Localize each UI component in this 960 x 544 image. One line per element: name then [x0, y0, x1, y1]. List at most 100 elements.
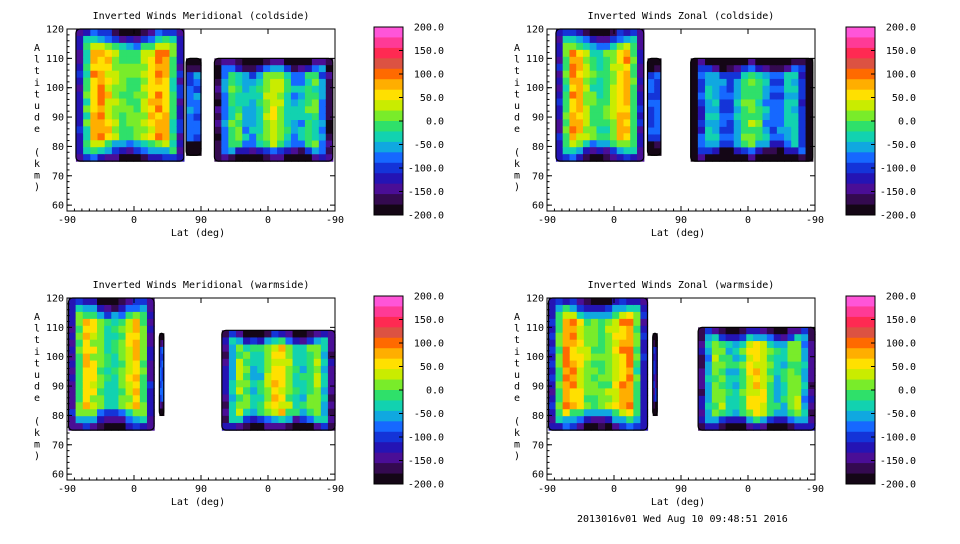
heat-cell [596, 154, 604, 162]
heat-cell [719, 113, 728, 121]
heat-cell [249, 72, 257, 80]
heat-cell [619, 367, 627, 376]
heat-cell [169, 105, 178, 114]
heat-cell [590, 298, 599, 306]
heat-cell [780, 347, 789, 356]
heat-cell [104, 311, 112, 320]
heat-cell [97, 105, 106, 114]
heat-cell [257, 394, 265, 403]
heat-cell [739, 347, 747, 356]
wind-region [690, 57, 814, 162]
heat-cell [619, 395, 627, 403]
heat-cell [596, 42, 604, 51]
heat-cell [654, 353, 658, 362]
colorbar-label: -100.0 [880, 164, 916, 175]
heat-cell [97, 147, 106, 155]
heat-cell [299, 408, 308, 417]
wind-region [555, 28, 645, 162]
heat-cell [773, 416, 782, 424]
heat-cell [712, 113, 720, 121]
heat-cell [97, 140, 106, 148]
heat-cell [256, 99, 264, 107]
heat-cell [583, 416, 592, 424]
heat-cell [548, 360, 557, 369]
heat-cell [83, 56, 91, 65]
heat-cell [589, 119, 598, 127]
heat-cell [784, 120, 792, 128]
heat-cell [748, 78, 756, 87]
heat-cell [104, 325, 112, 334]
heat-cell [320, 387, 329, 396]
heat-cell [104, 346, 112, 355]
heat-cell [605, 395, 613, 403]
heat-cell [633, 367, 642, 376]
heat-cell [68, 325, 77, 334]
x-tick-label: 0 [611, 215, 617, 226]
heat-cell [278, 387, 287, 396]
heat-cell [630, 147, 638, 155]
heat-cell [327, 344, 336, 353]
heat-cell [176, 63, 185, 72]
heat-cell [89, 381, 98, 389]
region-outline [213, 57, 334, 162]
heat-cell [755, 113, 764, 121]
heat-cell [325, 78, 334, 87]
y-axis-label-char: i [34, 347, 40, 358]
heat-cell [235, 113, 243, 121]
heat-cell [718, 402, 727, 411]
heat-cell [583, 325, 592, 334]
heat-cell [299, 401, 308, 410]
heat-cell [68, 346, 77, 355]
heat-cell [221, 337, 230, 346]
x-tick-label: 90 [195, 215, 207, 226]
heat-cell [652, 367, 656, 375]
heat-cell [228, 422, 237, 431]
heat-cell [250, 344, 258, 353]
heat-cell [791, 147, 799, 155]
heat-cell [147, 98, 156, 107]
heat-cell [90, 133, 99, 141]
heat-cell [755, 99, 764, 107]
heat-cell [640, 311, 649, 320]
heat-cell [612, 402, 620, 410]
heat-cell [221, 120, 229, 128]
colorbar-segment [374, 79, 403, 91]
heat-cell [228, 358, 237, 367]
heat-cell [705, 113, 713, 121]
heat-cell [630, 84, 638, 93]
heat-cell [705, 382, 713, 390]
heat-cell [748, 92, 756, 101]
heat-cell [313, 344, 322, 353]
y-tick-label: 80 [52, 411, 64, 422]
heat-cell [284, 92, 292, 101]
heat-cell [787, 368, 795, 376]
heat-cell [808, 347, 816, 356]
heat-cell [311, 126, 320, 135]
heat-cell [726, 85, 735, 94]
heat-cell [616, 29, 625, 37]
x-axis-label: Lat (deg) [171, 228, 225, 239]
heat-cell [125, 388, 134, 396]
heat-cell [697, 147, 706, 155]
heat-cell [776, 65, 785, 73]
heat-cell [139, 353, 148, 362]
heat-cell [718, 347, 727, 356]
heat-cell [562, 119, 571, 127]
heat-cell [264, 373, 272, 381]
heat-cell [97, 119, 106, 127]
chart-panel-3: Inverted Winds Meridional (warmside)-90 0… [34, 280, 444, 508]
heat-cell [603, 35, 611, 44]
heat-cell [619, 339, 627, 348]
heat-cell [270, 85, 278, 94]
heat-cell [548, 318, 557, 327]
heat-cell [801, 334, 809, 342]
heat-cell [590, 318, 599, 327]
heat-cell [748, 72, 756, 80]
heat-cell [159, 346, 163, 355]
heat-cell [104, 91, 113, 100]
heat-cell [306, 422, 315, 431]
heat-cell [766, 334, 775, 342]
heat-cell [68, 304, 77, 313]
heat-cell [264, 380, 272, 388]
heat-cell [306, 394, 315, 403]
